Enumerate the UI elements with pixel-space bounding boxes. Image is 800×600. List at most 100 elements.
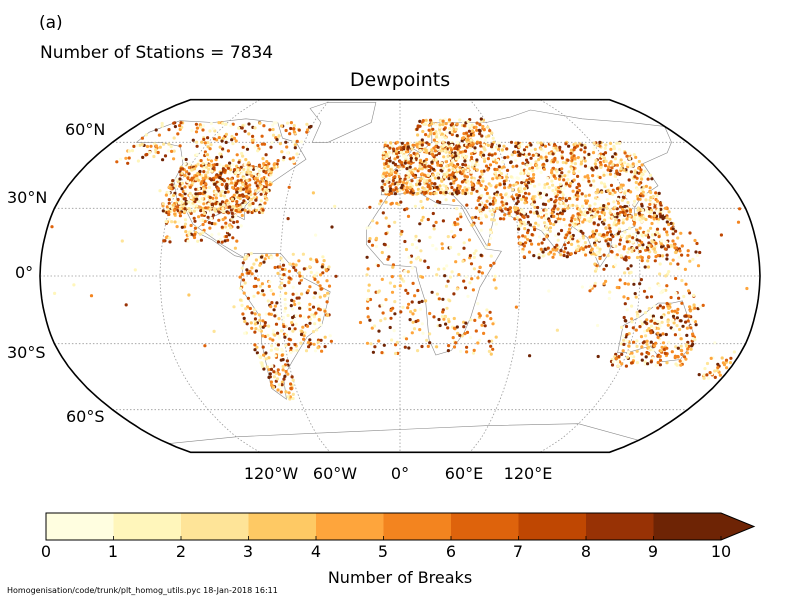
station-marker: [240, 151, 244, 156]
station-marker: [267, 312, 271, 316]
station-marker: [386, 164, 390, 168]
station-marker: [745, 286, 749, 291]
station-marker: [434, 135, 438, 139]
station-marker: [281, 263, 286, 267]
station-marker: [288, 157, 292, 161]
station-marker: [220, 182, 224, 187]
station-marker: [281, 364, 285, 369]
station-marker: [561, 209, 566, 213]
station-marker: [661, 217, 665, 221]
station-marker: [473, 149, 477, 153]
station-marker: [258, 205, 262, 209]
station-marker: [435, 273, 439, 277]
station-marker: [680, 278, 684, 283]
station-marker: [402, 150, 406, 154]
station-marker: [370, 243, 375, 247]
station-marker: [678, 327, 682, 332]
station-marker: [221, 207, 225, 211]
station-marker: [269, 288, 273, 293]
station-marker: [632, 217, 637, 222]
station-marker: [418, 328, 422, 332]
map-title: Dewpoints: [349, 69, 451, 91]
station-marker: [628, 214, 632, 218]
station-marker: [475, 168, 479, 172]
station-marker: [389, 187, 393, 191]
station-marker: [433, 203, 438, 208]
station-marker: [634, 180, 638, 185]
station-marker: [395, 140, 399, 144]
station-marker: [380, 277, 384, 281]
station-marker: [183, 218, 188, 222]
station-marker: [486, 125, 490, 129]
station-marker: [490, 339, 494, 343]
station-marker: [686, 253, 690, 257]
station-marker: [434, 141, 438, 145]
station-marker: [382, 343, 386, 347]
station-marker: [191, 138, 195, 142]
station-marker: [632, 203, 637, 207]
station-marker: [646, 362, 650, 366]
station-marker: [485, 199, 489, 203]
station-marker: [600, 190, 604, 194]
station-marker: [540, 215, 544, 219]
station-marker: [643, 360, 647, 364]
station-marker: [213, 129, 217, 133]
station-marker: [602, 267, 606, 271]
station-marker: [272, 375, 276, 379]
station-marker: [539, 155, 543, 159]
station-marker: [393, 157, 397, 161]
station-marker: [623, 302, 627, 306]
station-marker: [420, 299, 424, 303]
station-marker: [413, 237, 417, 241]
station-marker: [463, 163, 468, 167]
station-marker: [261, 334, 265, 338]
station-marker: [568, 184, 572, 188]
station-marker: [452, 181, 456, 185]
station-marker: [628, 208, 633, 212]
station-marker: [381, 188, 385, 192]
station-marker: [503, 199, 507, 203]
station-marker: [384, 190, 388, 194]
station-marker: [461, 162, 465, 167]
station-marker: [285, 151, 289, 155]
station-marker: [558, 205, 562, 209]
station-marker: [461, 191, 465, 195]
station-marker: [467, 124, 471, 128]
station-marker: [194, 177, 198, 181]
station-marker: [195, 152, 199, 157]
station-marker: [620, 234, 625, 238]
station-marker: [466, 164, 471, 168]
station-marker: [618, 148, 622, 152]
station-marker: [602, 171, 606, 175]
station-marker: [661, 341, 666, 345]
station-marker: [258, 121, 262, 125]
station-marker: [333, 204, 337, 208]
station-marker: [270, 383, 274, 387]
station-marker: [684, 320, 688, 324]
station-marker: [636, 197, 640, 201]
station-marker: [418, 222, 422, 226]
station-marker: [485, 314, 489, 318]
station-marker: [225, 182, 229, 186]
station-marker: [467, 129, 471, 133]
station-marker: [448, 299, 452, 303]
station-marker: [544, 193, 549, 197]
station-marker: [433, 182, 437, 186]
station-marker: [230, 211, 234, 215]
station-marker: [612, 146, 617, 151]
station-marker: [687, 289, 691, 293]
station-marker: [440, 179, 444, 183]
station-marker: [209, 210, 213, 214]
station-marker: [622, 334, 626, 338]
station-marker: [192, 204, 196, 208]
station-marker: [286, 372, 290, 376]
station-marker: [511, 188, 515, 192]
station-marker: [472, 251, 476, 255]
station-marker: [538, 235, 542, 239]
station-marker: [274, 347, 278, 351]
station-marker: [208, 129, 212, 133]
station-marker: [192, 209, 196, 213]
station-marker: [384, 186, 388, 190]
station-marker: [519, 197, 524, 202]
station-marker: [676, 262, 680, 266]
